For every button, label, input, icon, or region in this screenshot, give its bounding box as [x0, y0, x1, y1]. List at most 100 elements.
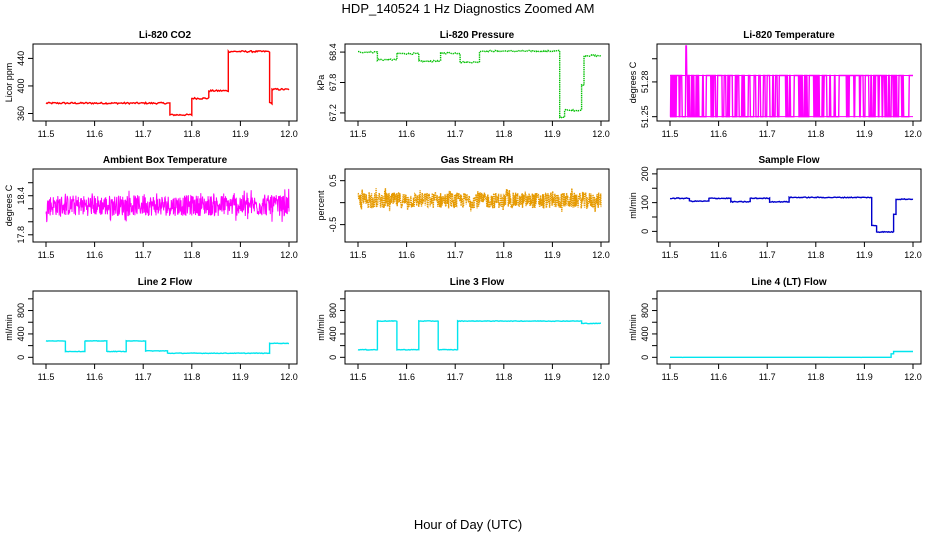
x-tick-label: 12.0	[592, 129, 610, 139]
panel-title: Gas Stream RH	[441, 155, 514, 166]
figure-title: HDP_140524 1 Hz Diagnostics Zoomed AM	[341, 1, 595, 16]
x-tick-label: 11.5	[38, 372, 55, 382]
panel-7: Line 2 Flow 11.5 11.6 11.7 11.8 11.9 12.0 0 400 8…	[4, 277, 298, 382]
panel-title: Li-820 Temperature	[743, 30, 835, 41]
x-axis-title: Hour of Day (UTC)	[413, 517, 523, 532]
panel-title: Line 4 (LT) Flow	[751, 277, 827, 288]
series-line	[357, 319, 601, 351]
y-tick-label: 0	[328, 355, 338, 360]
x-tick-label: 11.8	[495, 129, 512, 139]
x-tick-label: 11.9	[544, 129, 561, 139]
x-tick-label: 11.5	[662, 250, 679, 260]
y-axis-label: degrees C	[4, 184, 14, 226]
panel-8: Line 3 Flow 11.5 11.6 11.7 11.8 11.9 12.0 0 400 8…	[316, 277, 610, 382]
x-tick-label: 11.7	[447, 250, 464, 260]
y-tick-label: 400	[328, 326, 338, 341]
y-tick-label: 100	[640, 195, 650, 210]
y-tick-label: 17.8	[16, 226, 26, 244]
panel-title: Li-820 CO2	[139, 30, 192, 41]
plot-frame	[656, 43, 922, 122]
x-tick-label: 11.7	[135, 129, 152, 139]
x-tick-label: 11.7	[759, 129, 776, 139]
y-tick-label: 0	[640, 229, 650, 234]
x-tick-label: 11.8	[183, 372, 200, 382]
series-line	[670, 350, 913, 359]
y-tick-label: 800	[328, 303, 338, 318]
x-tick-label: 11.5	[350, 372, 367, 382]
panel-5: Gas Stream RH 11.5 11.6 11.7 11.8 11.9 12.0 -0.…	[316, 155, 610, 260]
plot-frame	[32, 290, 298, 365]
x-tick-label: 11.7	[759, 250, 776, 260]
series-line	[45, 339, 290, 355]
plot-frame	[32, 43, 298, 122]
series-line	[45, 188, 290, 223]
plot-frame	[32, 168, 298, 243]
y-tick-label: 800	[640, 303, 650, 318]
x-tick-label: 11.6	[86, 129, 103, 139]
x-tick-label: 11.6	[86, 250, 103, 260]
x-tick-label: 12.0	[904, 250, 922, 260]
y-axis-label: kPa	[316, 75, 326, 91]
series-line	[669, 45, 913, 118]
x-tick-label: 12.0	[904, 372, 922, 382]
plot-frame	[344, 290, 610, 365]
x-tick-label: 11.5	[350, 129, 367, 139]
series-line	[45, 48, 290, 117]
panel-4: Ambient Box Temperature 11.5 11.6 11.7 11.8 1…	[4, 155, 298, 260]
y-tick-label: 0	[16, 355, 26, 360]
panel-2: Li-820 Pressure 11.5 11.6 11.7 11.8 11.9 12.0 6…	[316, 30, 610, 139]
y-tick-label: 51.28	[640, 71, 650, 94]
x-tick-label: 11.8	[807, 372, 824, 382]
x-tick-label: 11.8	[495, 250, 512, 260]
y-tick-label: 67.2	[328, 104, 338, 122]
y-axis-label: ml/min	[316, 314, 326, 341]
x-tick-label: 11.9	[544, 250, 561, 260]
panel-6: Sample Flow 11.5 11.6 11.7 11.8 11.9 12.0 0 100 2…	[628, 155, 922, 260]
y-tick-label: 0	[640, 355, 650, 360]
series-line	[357, 188, 602, 213]
x-tick-label: 11.7	[447, 129, 464, 139]
x-tick-label: 11.9	[856, 250, 873, 260]
plot-frame	[344, 168, 610, 243]
y-axis-label: ml/min	[4, 314, 14, 341]
y-tick-label: 68.4	[328, 43, 338, 61]
y-axis-label: Licor ppm	[4, 63, 14, 103]
plot-frame	[656, 168, 922, 243]
x-tick-label: 11.5	[662, 372, 679, 382]
x-tick-label: 11.7	[759, 372, 776, 382]
y-tick-label: 0.5	[328, 174, 338, 187]
x-tick-label: 11.9	[232, 250, 249, 260]
x-tick-label: 11.5	[350, 250, 367, 260]
x-tick-label: 11.6	[710, 129, 727, 139]
y-tick-label: 400	[16, 78, 26, 93]
panel-title: Li-820 Pressure	[440, 30, 515, 41]
y-tick-label: 360	[16, 106, 26, 121]
x-tick-label: 12.0	[592, 372, 610, 382]
x-tick-label: 12.0	[904, 129, 922, 139]
x-tick-label: 11.7	[135, 372, 152, 382]
x-tick-label: 11.8	[807, 129, 824, 139]
x-tick-label: 12.0	[280, 372, 298, 382]
y-tick-label: 51.25	[640, 105, 650, 128]
y-axis-label: ml/min	[628, 314, 638, 341]
plot-frame	[344, 43, 610, 122]
series-line	[358, 49, 602, 119]
x-tick-label: 11.9	[856, 129, 873, 139]
y-axis-label: percent	[316, 190, 326, 221]
panel-9: Line 4 (LT) Flow 11.5 11.6 11.7 11.8 11.9 12.0…	[628, 277, 922, 382]
x-tick-label: 12.0	[592, 250, 610, 260]
x-tick-label: 11.5	[38, 129, 55, 139]
x-tick-label: 11.9	[232, 129, 249, 139]
x-tick-label: 11.8	[183, 129, 200, 139]
x-tick-label: 11.5	[38, 250, 55, 260]
x-tick-label: 11.9	[544, 372, 561, 382]
x-tick-label: 11.8	[807, 250, 824, 260]
y-tick-label: -0.5	[328, 217, 338, 233]
y-tick-label: 200	[640, 166, 650, 181]
panel-title: Sample Flow	[758, 155, 819, 166]
panel-3: Li-820 Temperature 11.5 11.6 11.7 11.8 11.9 12…	[628, 30, 922, 139]
x-tick-label: 11.6	[710, 250, 727, 260]
x-tick-label: 11.8	[183, 250, 200, 260]
y-tick-label: 67.8	[328, 74, 338, 92]
